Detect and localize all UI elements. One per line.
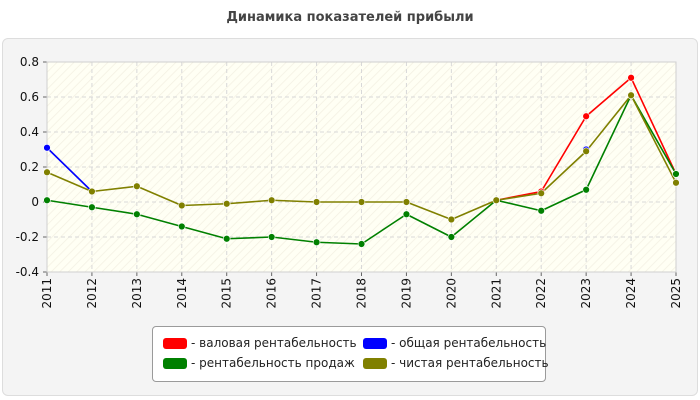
legend-label: - чистая рентабельность	[391, 356, 549, 370]
data-point	[537, 189, 545, 197]
y-tick-label: 0.2	[20, 160, 39, 174]
data-point	[402, 198, 411, 206]
data-point	[43, 196, 51, 204]
data-point	[627, 74, 635, 82]
data-point	[43, 168, 51, 176]
y-tick-label: 0	[31, 195, 39, 209]
x-tick-label: 2013	[130, 278, 144, 309]
x-tick-label: 2020	[444, 278, 458, 309]
data-point	[133, 210, 141, 218]
legend-swatch	[163, 338, 187, 349]
y-tick-label: 0.8	[20, 55, 39, 69]
data-point	[43, 144, 51, 152]
data-point	[402, 210, 411, 218]
x-tick-label: 2017	[310, 278, 324, 309]
chart-title: Динамика показателей прибыли	[226, 10, 474, 25]
data-point	[178, 201, 186, 210]
x-tick-label: 2016	[265, 278, 279, 309]
x-tick-label: 2014	[175, 278, 189, 309]
legend-label: - рентабельность продаж	[191, 356, 355, 370]
y-tick-label: 0.4	[20, 125, 39, 139]
data-point	[312, 198, 321, 206]
x-tick-label: 2025	[669, 278, 683, 309]
x-tick-label: 2019	[399, 278, 413, 309]
x-tick-label: 2023	[579, 278, 593, 309]
data-point	[267, 233, 276, 241]
x-tick-label: 2012	[85, 278, 99, 309]
data-point	[223, 235, 231, 243]
legend-swatch	[363, 358, 387, 369]
data-point	[492, 196, 500, 204]
data-point	[312, 238, 321, 246]
data-point	[133, 182, 141, 190]
data-point	[672, 170, 680, 178]
data-point	[582, 112, 590, 120]
legend-swatch	[163, 358, 187, 369]
chart-legend: - валовая рентабельность - общая рентабел…	[152, 326, 549, 382]
x-tick-label: 2015	[220, 278, 234, 309]
data-point	[357, 198, 366, 206]
data-point	[582, 147, 590, 155]
y-tick-label: 0.6	[20, 90, 39, 104]
data-point	[672, 179, 680, 187]
y-tick-label: -0.2	[16, 230, 39, 244]
data-point	[88, 203, 96, 211]
data-point	[627, 91, 635, 99]
data-point	[447, 233, 456, 241]
series-line	[46, 147, 93, 193]
data-point	[267, 196, 276, 204]
data-point	[447, 215, 456, 224]
data-point	[357, 240, 366, 248]
x-tick-label: 2024	[624, 278, 638, 309]
data-point	[88, 187, 96, 196]
plot-border	[46, 61, 677, 273]
data-point	[582, 186, 590, 194]
x-tick-label: 2018	[355, 278, 369, 309]
data-point	[178, 222, 186, 231]
x-tick-label: 2011	[40, 278, 54, 309]
legend-label: - валовая рентабельность	[191, 336, 357, 350]
y-tick-label: -0.4	[16, 265, 39, 279]
x-tick-label: 2022	[534, 278, 548, 309]
legend-swatch	[363, 338, 387, 349]
legend-label: - общая рентабельность	[391, 336, 547, 350]
data-point	[537, 207, 545, 215]
x-tick-label: 2021	[489, 278, 503, 309]
data-point	[223, 200, 231, 208]
